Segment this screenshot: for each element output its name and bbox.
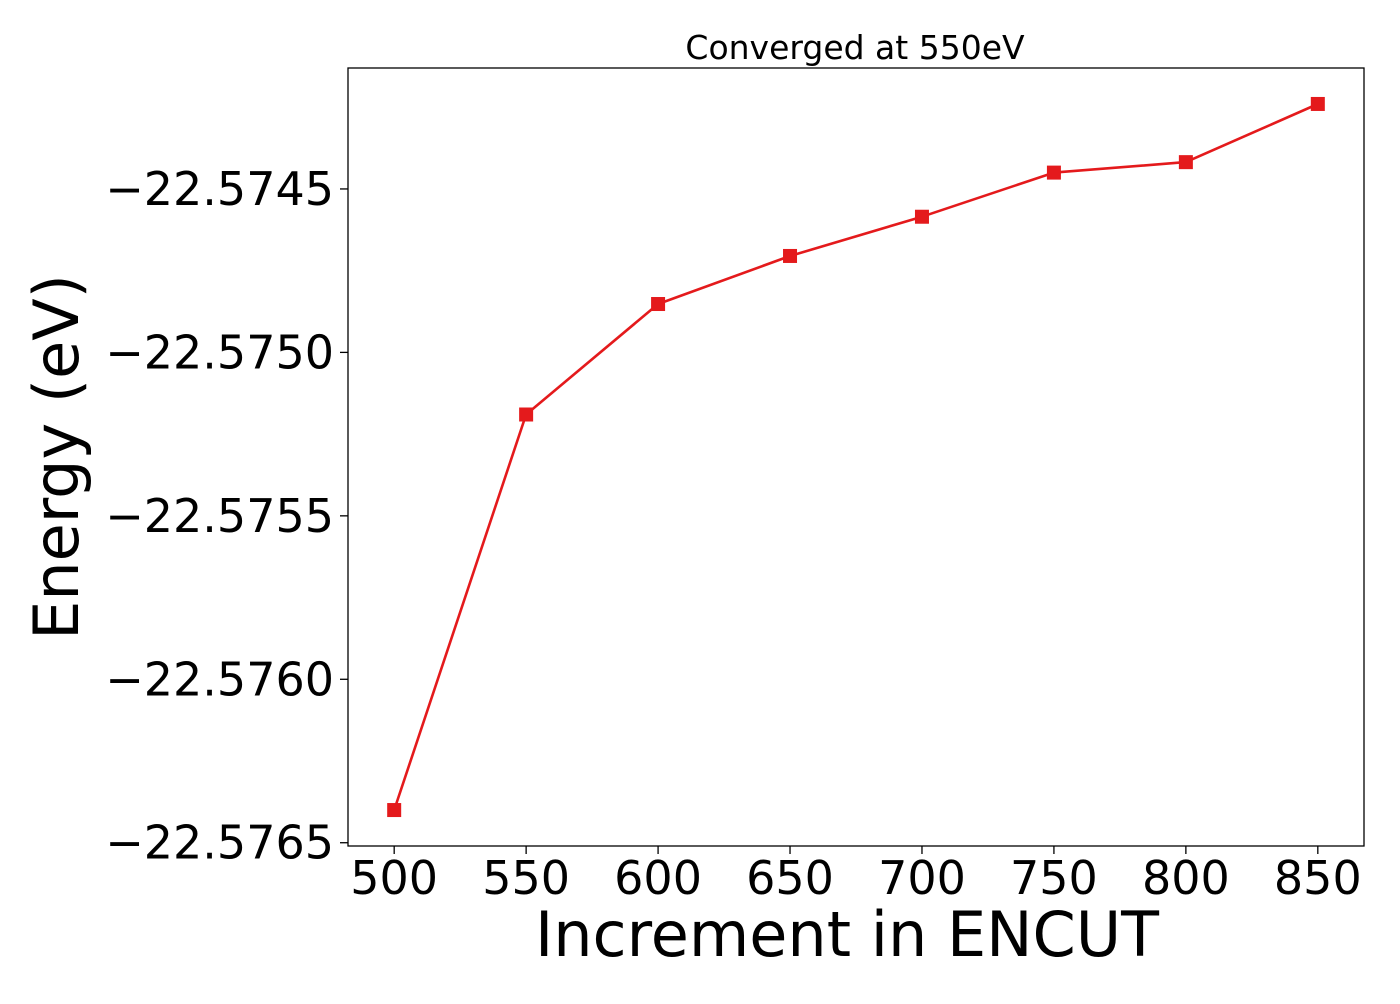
data-point-marker bbox=[914, 209, 929, 224]
x-axis-label: Increment in ENCUT bbox=[535, 898, 1160, 971]
x-tick-label: 800 bbox=[1142, 851, 1230, 905]
x-tick-label: 650 bbox=[746, 851, 834, 905]
data-point-marker bbox=[519, 407, 534, 422]
series-layer bbox=[387, 96, 1325, 818]
x-tick-label: 750 bbox=[1010, 851, 1098, 905]
x-tick-label: 850 bbox=[1274, 851, 1362, 905]
x-tick-label: 550 bbox=[482, 851, 570, 905]
x-tick-label: 500 bbox=[350, 851, 438, 905]
x-tick-label: 700 bbox=[878, 851, 966, 905]
data-point-marker bbox=[651, 297, 666, 312]
data-point-marker bbox=[783, 248, 798, 263]
y-tick-label: −22.5745 bbox=[105, 162, 334, 216]
x-tick-label: 600 bbox=[614, 851, 702, 905]
y-tick-label: −22.5760 bbox=[105, 652, 334, 706]
x-axis-ticks: 500 550 600 650 700 750 800 850 bbox=[350, 846, 1362, 905]
series-line bbox=[392, 102, 1319, 811]
y-axis-label: Energy (eV) bbox=[20, 274, 93, 640]
data-point-marker bbox=[387, 803, 402, 818]
plot-area-frame bbox=[347, 67, 1365, 847]
data-point-marker bbox=[1178, 155, 1193, 170]
chart-title: Converged at 550eV bbox=[685, 28, 1025, 67]
y-tick-label: −22.5750 bbox=[105, 325, 334, 379]
data-point-marker bbox=[1046, 165, 1061, 180]
data-point-marker bbox=[1310, 96, 1325, 111]
y-tick-label: −22.5765 bbox=[105, 816, 334, 870]
y-tick-label: −22.5755 bbox=[105, 489, 334, 543]
y-axis-ticks: −22.5765 −22.5760 −22.5755 −22.5750 −22.5745 bbox=[105, 162, 348, 870]
